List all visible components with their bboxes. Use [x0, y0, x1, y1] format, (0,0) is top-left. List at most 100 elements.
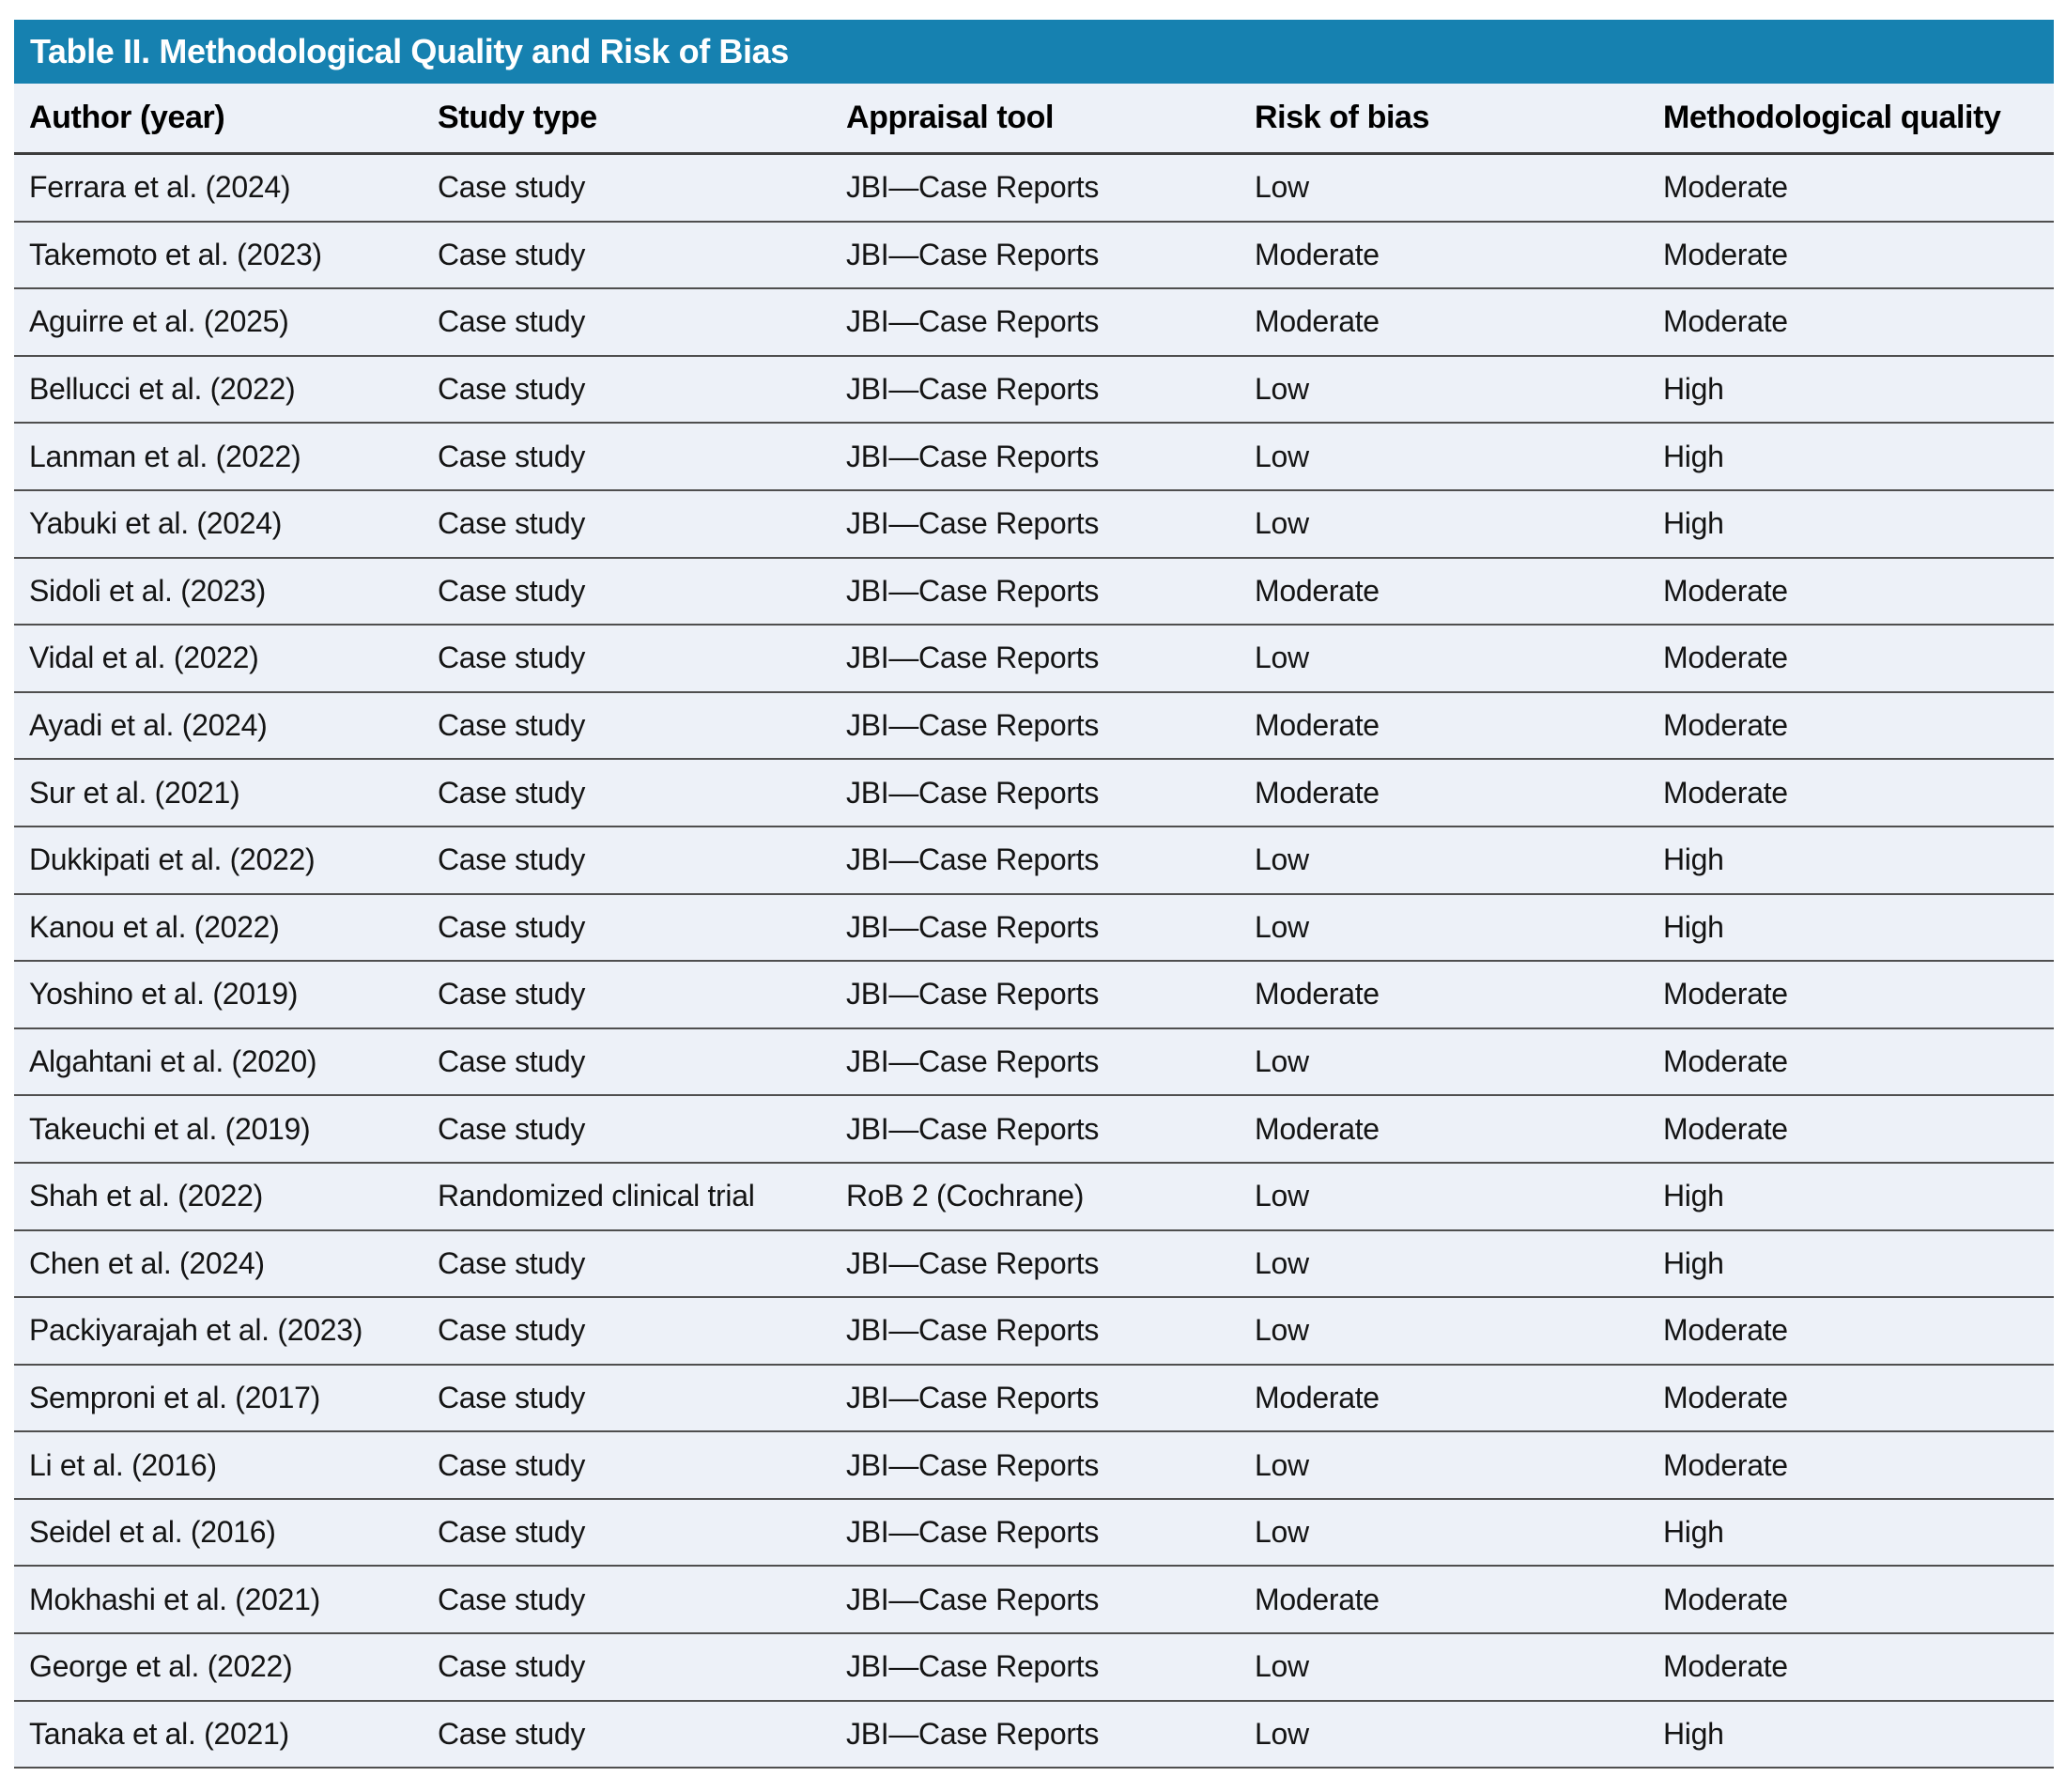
table-row: Algahtani et al. (2020) Case study JBI—C… — [14, 1028, 2054, 1097]
cell-study-type: Case study — [438, 170, 586, 205]
table-row: Packiyarajah et al. (2023) Case study JB… — [14, 1298, 2054, 1366]
cell-author: Kanou et al. (2022) — [29, 909, 280, 944]
column-header-row: Author (year) Study type Appraisal tool … — [14, 84, 2054, 155]
table-row: Tanaka et al. (2021) Case study JBI—Case… — [14, 1701, 2054, 1769]
column-header-appraisal-tool: Appraisal tool — [846, 100, 1055, 135]
cell-appraisal-tool: JBI—Case Reports — [846, 506, 1100, 541]
cell-methodological-quality: High — [1663, 909, 1724, 944]
cell-appraisal-tool: JBI—Case Reports — [846, 1111, 1100, 1146]
cell-methodological-quality: Moderate — [1663, 573, 1788, 608]
table-row: George et al. (2022) Case study JBI—Case… — [14, 1634, 2054, 1702]
cell-study-type: Case study — [438, 1447, 586, 1482]
cell-methodological-quality: Moderate — [1663, 1044, 1788, 1079]
cell-study-type: Case study — [438, 304, 586, 339]
cell-author: Yoshino et al. (2019) — [29, 977, 299, 1012]
table-row: Bellucci et al. (2022) Case study JBI—Ca… — [14, 356, 2054, 425]
cell-risk-of-bias: Moderate — [1255, 573, 1380, 608]
cell-risk-of-bias: Moderate — [1255, 775, 1380, 810]
cell-methodological-quality: Moderate — [1663, 775, 1788, 810]
cell-study-type: Case study — [438, 1582, 586, 1616]
cell-study-type: Case study — [438, 1313, 586, 1348]
cell-risk-of-bias: Low — [1255, 439, 1309, 473]
cell-author: Mokhashi et al. (2021) — [29, 1582, 321, 1616]
cell-risk-of-bias: Low — [1255, 1649, 1309, 1684]
cell-author: Ayadi et al. (2024) — [29, 708, 268, 743]
cell-risk-of-bias: Moderate — [1255, 977, 1380, 1012]
table-row: Aguirre et al. (2025) Case study JBI—Cas… — [14, 289, 2054, 357]
cell-study-type: Case study — [438, 439, 586, 473]
table-row: Ferrara et al. (2024) Case study JBI—Cas… — [14, 155, 2054, 223]
cell-appraisal-tool: RoB 2 (Cochrane) — [846, 1179, 1085, 1213]
cell-author: Chen et al. (2024) — [29, 1245, 265, 1280]
cell-appraisal-tool: JBI—Case Reports — [846, 641, 1100, 675]
cell-author: Takeuchi et al. (2019) — [29, 1111, 311, 1146]
cell-study-type: Case study — [438, 237, 586, 271]
table-row: Li et al. (2016) Case study JBI—Case Rep… — [14, 1432, 2054, 1500]
cell-methodological-quality: Moderate — [1663, 1649, 1788, 1684]
cell-author: Dukkipati et al. (2022) — [29, 842, 316, 877]
cell-methodological-quality: Moderate — [1663, 170, 1788, 205]
cell-study-type: Case study — [438, 372, 586, 407]
table-row: Shah et al. (2022) Randomized clinical t… — [14, 1163, 2054, 1231]
cell-study-type: Case study — [438, 1111, 586, 1146]
table-row: Seidel et al. (2016) Case study JBI—Case… — [14, 1499, 2054, 1568]
cell-appraisal-tool: JBI—Case Reports — [846, 439, 1100, 473]
cell-methodological-quality: High — [1663, 506, 1724, 541]
cell-methodological-quality: Moderate — [1663, 641, 1788, 675]
cell-study-type: Case study — [438, 1044, 586, 1079]
cell-study-type: Case study — [438, 977, 586, 1012]
cell-appraisal-tool: JBI—Case Reports — [846, 372, 1100, 407]
quality-risk-table: Table II. Methodological Quality and Ris… — [14, 20, 2054, 1769]
table-row: Yoshino et al. (2019) Case study JBI—Cas… — [14, 962, 2054, 1029]
cell-study-type: Case study — [438, 708, 586, 743]
cell-methodological-quality: High — [1663, 439, 1724, 473]
cell-appraisal-tool: JBI—Case Reports — [846, 573, 1100, 608]
cell-risk-of-bias: Low — [1255, 842, 1309, 877]
cell-appraisal-tool: JBI—Case Reports — [846, 1447, 1100, 1482]
table-row: Ayadi et al. (2024) Case study JBI—Case … — [14, 692, 2054, 761]
table-row: Sur et al. (2021) Case study JBI—Case Re… — [14, 760, 2054, 827]
cell-methodological-quality: Moderate — [1663, 977, 1788, 1012]
cell-risk-of-bias: Low — [1255, 1716, 1309, 1751]
column-header-methodological-quality: Methodological quality — [1663, 100, 2001, 135]
cell-appraisal-tool: JBI—Case Reports — [846, 1716, 1100, 1751]
cell-study-type: Case study — [438, 909, 586, 944]
cell-methodological-quality: Moderate — [1663, 1313, 1788, 1348]
cell-author: Lanman et al. (2022) — [29, 439, 301, 473]
cell-appraisal-tool: JBI—Case Reports — [846, 304, 1100, 339]
column-header-study-type: Study type — [438, 100, 597, 135]
table-row: Semproni et al. (2017) Case study JBI—Ca… — [14, 1365, 2054, 1433]
cell-author: Seidel et al. (2016) — [29, 1515, 276, 1550]
cell-appraisal-tool: JBI—Case Reports — [846, 1582, 1100, 1616]
table-row: Vidal et al. (2022) Case study JBI—Case … — [14, 626, 2054, 693]
column-header-author: Author (year) — [29, 100, 225, 135]
cell-author: Packiyarajah et al. (2023) — [29, 1313, 363, 1348]
cell-appraisal-tool: JBI—Case Reports — [846, 842, 1100, 877]
cell-author: Sur et al. (2021) — [29, 775, 240, 810]
cell-appraisal-tool: JBI—Case Reports — [846, 909, 1100, 944]
cell-risk-of-bias: Low — [1255, 1245, 1309, 1280]
cell-author: Vidal et al. (2022) — [29, 641, 259, 675]
cell-appraisal-tool: JBI—Case Reports — [846, 775, 1100, 810]
cell-methodological-quality: High — [1663, 1179, 1724, 1213]
cell-appraisal-tool: JBI—Case Reports — [846, 237, 1100, 271]
cell-risk-of-bias: Low — [1255, 170, 1309, 205]
cell-risk-of-bias: Low — [1255, 372, 1309, 407]
cell-appraisal-tool: JBI—Case Reports — [846, 1380, 1100, 1414]
cell-methodological-quality: Moderate — [1663, 1380, 1788, 1414]
cell-study-type: Case study — [438, 573, 586, 608]
cell-methodological-quality: Moderate — [1663, 304, 1788, 339]
cell-study-type: Case study — [438, 506, 586, 541]
table-row: Yabuki et al. (2024) Case study JBI—Case… — [14, 490, 2054, 559]
cell-study-type: Randomized clinical trial — [438, 1179, 755, 1213]
cell-author: Shah et al. (2022) — [29, 1179, 263, 1213]
cell-study-type: Case study — [438, 641, 586, 675]
cell-methodological-quality: Moderate — [1663, 1582, 1788, 1616]
cell-author: Bellucci et al. (2022) — [29, 372, 296, 407]
cell-author: Takemoto et al. (2023) — [29, 237, 322, 271]
cell-risk-of-bias: Low — [1255, 506, 1309, 541]
cell-study-type: Case study — [438, 1515, 586, 1550]
cell-author: Algahtani et al. (2020) — [29, 1044, 317, 1079]
cell-risk-of-bias: Low — [1255, 1447, 1309, 1482]
cell-appraisal-tool: JBI—Case Reports — [846, 708, 1100, 743]
